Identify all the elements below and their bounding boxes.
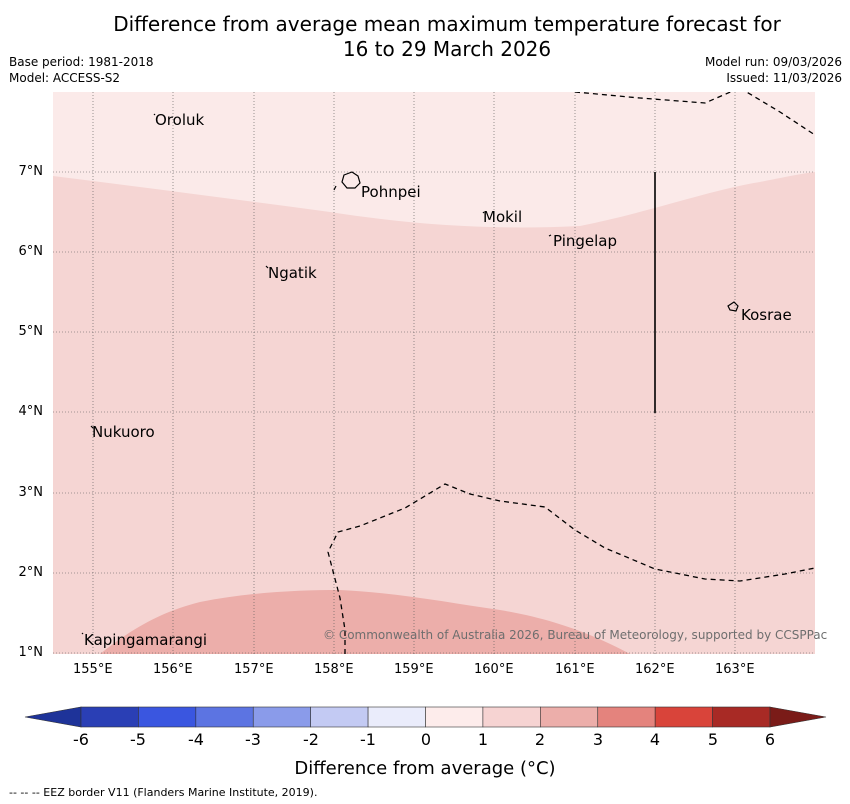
chart-title: Difference from average mean maximum tem… bbox=[0, 12, 850, 62]
lon-tick-162e: 162°E bbox=[635, 662, 675, 677]
place-kosrae: Kosrae bbox=[741, 306, 792, 324]
lat-tick-2n: 2°N bbox=[18, 565, 44, 580]
ant-atoll bbox=[333, 185, 337, 191]
colorbar-cell bbox=[252, 706, 311, 728]
colorbar-label: 1 bbox=[477, 730, 489, 749]
place-ngatik: Ngatik bbox=[268, 264, 317, 282]
colorbar-extend-min bbox=[24, 706, 82, 728]
title-line-2: 16 to 29 March 2026 bbox=[342, 37, 552, 61]
colorbar-cell bbox=[80, 706, 139, 728]
pohnpei-outline bbox=[341, 171, 361, 189]
colorbar-label: -4 bbox=[188, 730, 204, 749]
colorbar-cell bbox=[138, 706, 197, 728]
colorbar-cell bbox=[540, 706, 599, 728]
lat-tick-7n: 7°N bbox=[18, 164, 44, 179]
region-2-3 bbox=[100, 590, 630, 654]
islands bbox=[81, 113, 739, 635]
colorbar-label: -5 bbox=[130, 730, 146, 749]
model-run: Model run: 09/03/2026 bbox=[704, 55, 842, 69]
colorbar-cell bbox=[597, 706, 656, 728]
lon-tick-156e: 156°E bbox=[153, 662, 193, 677]
place-oroluk: Oroluk bbox=[155, 111, 205, 129]
colorbar-label: 6 bbox=[764, 730, 776, 749]
lon-tick-155e: 155°E bbox=[73, 662, 113, 677]
lon-tick-163e: 163°E bbox=[715, 662, 755, 677]
colorbar-label: -6 bbox=[73, 730, 89, 749]
colorbar-label: -2 bbox=[303, 730, 319, 749]
issued-date: Issued: 11/03/2026 bbox=[726, 71, 842, 85]
colorbar-label: 4 bbox=[649, 730, 661, 749]
colorbar-label: 0 bbox=[420, 730, 432, 749]
base-period: Base period: 1981-2018 bbox=[9, 55, 154, 69]
lat-tick-5n: 5°N bbox=[18, 324, 44, 339]
eez-footnote: -- -- -- EEZ border V11 (Flanders Marine… bbox=[9, 786, 318, 799]
lon-tick-158e: 158°E bbox=[314, 662, 354, 677]
colorbar-label: 3 bbox=[592, 730, 604, 749]
colorbar-label: 2 bbox=[534, 730, 546, 749]
colorbar-cell bbox=[425, 706, 484, 728]
colorbar-cell bbox=[195, 706, 254, 728]
colorbar-extend-max bbox=[769, 706, 827, 728]
place-kapingamarangi: Kapingamarangi bbox=[84, 631, 208, 649]
lon-tick-157e: 157°E bbox=[234, 662, 274, 677]
model-name: Model: ACCESS-S2 bbox=[9, 71, 121, 85]
colorbar-cell bbox=[654, 706, 713, 728]
lon-tick-160e: 160°E bbox=[474, 662, 514, 677]
lat-tick-1n: 1°N bbox=[18, 645, 44, 660]
place-nukuoro: Nukuoro bbox=[92, 423, 155, 441]
eez-border bbox=[327, 92, 815, 654]
kosrae-outline bbox=[727, 301, 739, 312]
place-pingelap: Pingelap bbox=[553, 232, 618, 250]
colorbar-label: -3 bbox=[245, 730, 261, 749]
place-mokil: Mokil bbox=[483, 208, 523, 226]
colorbar-label: -1 bbox=[360, 730, 376, 749]
meta-left: Base period: 1981-2018 Model: ACCESS-S2 bbox=[9, 54, 154, 86]
colorbar-cell bbox=[482, 706, 541, 728]
meta-right: Model run: 09/03/2026 Issued: 11/03/2026 bbox=[705, 54, 842, 86]
map-area bbox=[53, 92, 815, 654]
region-1-2 bbox=[53, 172, 815, 654]
colorbar-label: 5 bbox=[707, 730, 719, 749]
lat-tick-6n: 6°N bbox=[18, 244, 44, 259]
colorbar-title: Difference from average (°C) bbox=[294, 758, 556, 779]
lat-tick-3n: 3°N bbox=[18, 485, 44, 500]
colorbar-cell bbox=[712, 706, 771, 728]
lat-tick-4n: 4°N bbox=[18, 404, 44, 419]
title-line-1: Difference from average mean maximum tem… bbox=[113, 12, 781, 36]
colorbar-cell bbox=[310, 706, 369, 728]
colorbar-cells bbox=[80, 706, 771, 728]
lon-tick-161e: 161°E bbox=[555, 662, 595, 677]
colorbar-cell bbox=[367, 706, 426, 728]
colorbar bbox=[24, 706, 827, 728]
copyright-notice: © Commonwealth of Australia 2026, Bureau… bbox=[323, 628, 828, 642]
place-pohnpei: Pohnpei bbox=[361, 183, 421, 201]
lon-tick-159e: 159°E bbox=[394, 662, 434, 677]
